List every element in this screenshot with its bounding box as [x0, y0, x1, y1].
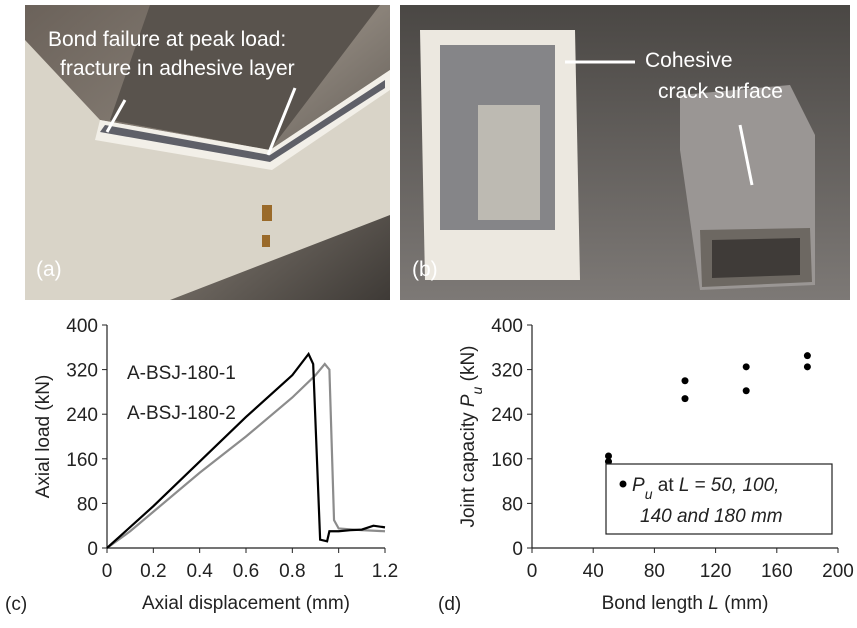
annotation: Cohesive [645, 49, 733, 72]
text-part: P [632, 475, 645, 496]
x-tick-label: 40 [583, 561, 604, 582]
y-tick-label: 320 [66, 361, 98, 382]
point [682, 395, 689, 402]
point [743, 387, 750, 394]
y-tick-label: 240 [491, 405, 523, 426]
x-tick-label: 120 [700, 561, 732, 582]
x-tick-label: 0.2 [140, 561, 166, 582]
panel-label: (d) [438, 594, 461, 615]
annotation: crack surface [658, 80, 783, 103]
point [804, 363, 811, 370]
text-part: u [645, 486, 653, 502]
x-axis-label: Bond length L (mm) [602, 593, 769, 614]
x-tick-label: 0.4 [186, 561, 213, 582]
photo-b: (b) Cohesive crack surface [400, 5, 850, 300]
x-tick-label: 1 [333, 561, 344, 582]
x-tick-label: 0 [102, 561, 113, 582]
text-part: L [708, 593, 719, 614]
text-part: L [679, 475, 689, 496]
legend-label: A-BSJ-180-2 [127, 403, 236, 424]
y-tick-label: 160 [491, 450, 523, 471]
x-tick-label: 160 [761, 561, 793, 582]
text-part: P [458, 394, 479, 407]
figure: (a) Bond failure at peak load: fracture … [0, 0, 857, 623]
y-tick-label: 160 [66, 450, 98, 471]
legend-label: 140 and 180 mm [640, 506, 783, 527]
text-part: (mm) [719, 593, 769, 614]
point [682, 377, 689, 384]
x-tick-label: 1.2 [372, 561, 398, 582]
photo-label: (b) [412, 258, 438, 281]
text-part: 140 and 180 mm [640, 506, 783, 527]
point [743, 363, 750, 370]
y-tick-label: 0 [512, 539, 523, 560]
y-tick-label: 80 [502, 494, 523, 515]
point [804, 352, 811, 359]
photo-a: (a) Bond failure at peak load: fracture … [25, 5, 390, 300]
y-tick-label: 240 [66, 405, 98, 426]
legend-label: A-BSJ-180-1 [127, 363, 236, 384]
y-axis-label: Axial load (kN) [33, 375, 54, 499]
x-tick-label: 0.8 [279, 561, 305, 582]
y-tick-label: 400 [491, 316, 523, 337]
annotation: Bond failure at peak load: [48, 28, 286, 51]
text-part: Bond length [602, 593, 709, 614]
x-tick-label: 80 [644, 561, 665, 582]
line-series [107, 364, 385, 548]
text-part: u [469, 386, 485, 394]
y-tick-label: 320 [491, 361, 523, 382]
text-part: Joint capacity [458, 407, 479, 527]
x-tick-label: 0.6 [233, 561, 259, 582]
y-axis-label: Joint capacity Pu (kN) [458, 345, 485, 527]
y-tick-label: 80 [77, 494, 98, 515]
text-part: (kN) [458, 345, 479, 386]
text-part: at [652, 475, 678, 496]
y-tick-label: 0 [87, 539, 98, 560]
x-tick-label: 0 [527, 561, 538, 582]
text-part: = 50, 100, [689, 475, 779, 496]
x-axis-label: Axial displacement (mm) [142, 593, 350, 614]
panel-label: (c) [5, 594, 27, 615]
legend-marker [620, 481, 627, 488]
photo-label: (a) [36, 258, 62, 281]
x-tick-label: 200 [822, 561, 854, 582]
y-tick-label: 400 [66, 316, 98, 337]
annotation: fracture in adhesive layer [60, 57, 295, 80]
